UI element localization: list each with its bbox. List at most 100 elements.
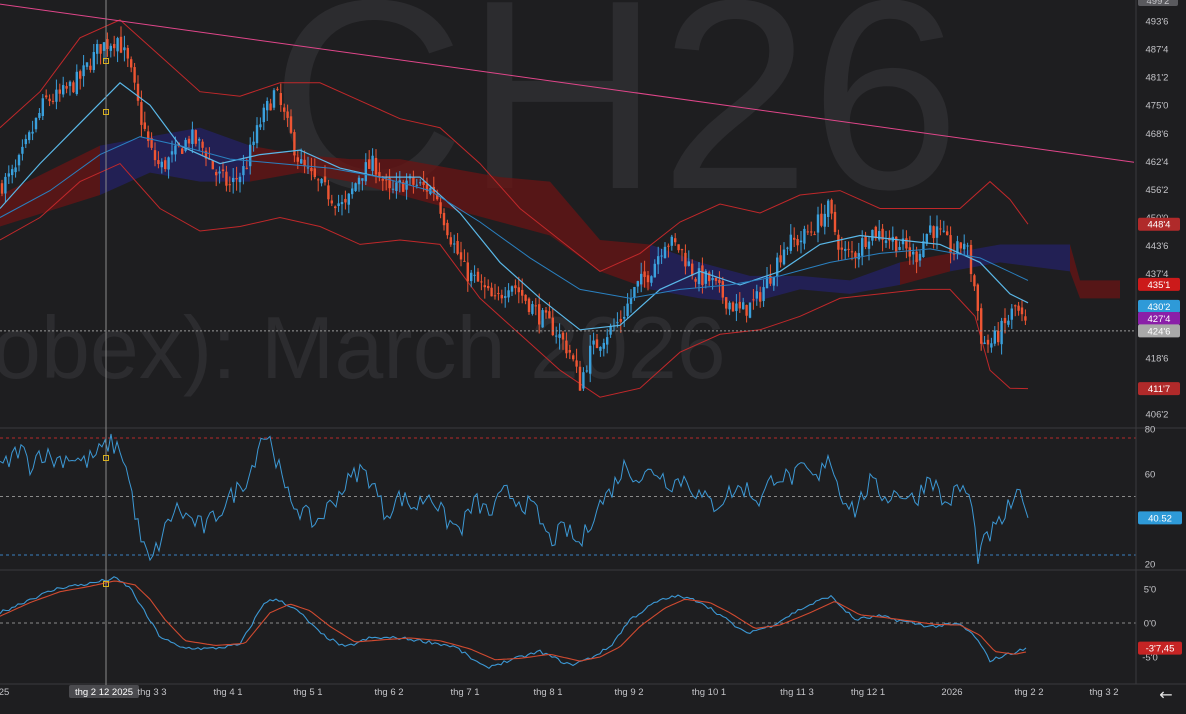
candle-body bbox=[803, 228, 806, 244]
candle-body bbox=[204, 150, 208, 159]
candle-body bbox=[748, 302, 752, 318]
candle-body bbox=[810, 231, 813, 233]
candle-body bbox=[568, 350, 571, 353]
rsi-panel[interactable] bbox=[0, 433, 1136, 564]
macd-panel[interactable] bbox=[0, 576, 1136, 669]
candle-body bbox=[102, 42, 106, 51]
candle-body bbox=[990, 343, 993, 348]
moving-average-slow bbox=[0, 136, 1029, 299]
candle-body bbox=[14, 167, 17, 173]
watermark-symbol: CH26 bbox=[270, 0, 960, 246]
cloud-segment bbox=[500, 177, 550, 236]
cloud-segment bbox=[1080, 280, 1120, 299]
candle-body bbox=[697, 268, 701, 285]
candle-body bbox=[405, 180, 408, 190]
candle-body bbox=[884, 240, 888, 243]
candle-body bbox=[453, 243, 456, 245]
candle-body bbox=[769, 275, 772, 284]
candle-body bbox=[847, 248, 850, 250]
candle-body bbox=[436, 194, 439, 200]
candle-body bbox=[388, 177, 391, 189]
candle-body bbox=[629, 298, 633, 304]
time-axis-tick-label: thg 11 3 bbox=[780, 687, 814, 698]
price-tag-label: 424'6 bbox=[1148, 326, 1171, 337]
candle-body bbox=[524, 294, 527, 301]
price-axis-tick-label: 475'0 bbox=[1146, 101, 1169, 112]
candle-body bbox=[266, 100, 269, 111]
candle-body bbox=[959, 242, 962, 249]
candle-body bbox=[113, 44, 116, 49]
candle-body bbox=[701, 265, 704, 286]
candle-body bbox=[895, 236, 898, 252]
candle-body bbox=[935, 226, 939, 238]
crosshair-time-tag bbox=[69, 685, 139, 698]
candle-body bbox=[527, 298, 531, 313]
candle-body bbox=[75, 71, 78, 95]
candle-body bbox=[731, 302, 735, 312]
candle-body bbox=[279, 93, 282, 105]
candle-body bbox=[147, 131, 150, 141]
candle-body bbox=[164, 160, 167, 170]
candle-body bbox=[276, 88, 279, 90]
trend-line[interactable] bbox=[0, 3, 1135, 163]
candle-body bbox=[249, 144, 252, 167]
price-axis-tick-label: 418'6 bbox=[1146, 353, 1169, 364]
candle-body bbox=[235, 177, 238, 180]
candle-body bbox=[1007, 320, 1010, 325]
candle-body bbox=[674, 238, 677, 243]
price-panel[interactable] bbox=[0, 3, 1136, 398]
candle-body bbox=[708, 272, 711, 282]
candle-body bbox=[34, 117, 38, 130]
candle-body bbox=[211, 160, 214, 170]
candle-body bbox=[1017, 305, 1020, 311]
candle-body bbox=[871, 229, 874, 241]
candle-body bbox=[589, 345, 592, 374]
cloud-segment bbox=[450, 168, 500, 222]
candle-body bbox=[242, 166, 245, 176]
candle-body bbox=[677, 244, 680, 251]
candle-body bbox=[439, 202, 442, 214]
candle-body bbox=[296, 157, 299, 162]
candle-body bbox=[755, 291, 758, 299]
time-axis-tick-label: thg 10 1 bbox=[692, 687, 726, 698]
cloud-segment bbox=[1070, 244, 1080, 299]
candle-body bbox=[51, 100, 55, 102]
candle-body bbox=[915, 251, 918, 263]
cloud-segment bbox=[1000, 244, 1070, 272]
top-price-tag-label: 499'2 bbox=[1147, 0, 1170, 7]
candle-body bbox=[742, 302, 745, 310]
candle-body bbox=[544, 310, 548, 313]
candle-body bbox=[521, 289, 524, 296]
candle-body bbox=[956, 241, 959, 254]
candle-body bbox=[541, 310, 544, 328]
candle-body bbox=[619, 318, 622, 322]
time-axis-tick-label: thg 3 3 bbox=[137, 687, 166, 698]
rsi-axis-tick-label: 20 bbox=[1145, 560, 1156, 571]
macd-value-tag bbox=[1138, 641, 1182, 655]
candle-body bbox=[395, 182, 398, 192]
price-tag-label: 448'4 bbox=[1148, 220, 1171, 231]
time-axis-tick-label: thg 2 2 bbox=[1014, 687, 1043, 698]
candle-body bbox=[157, 160, 160, 165]
candle-body bbox=[300, 159, 303, 164]
candle-body bbox=[636, 281, 639, 287]
candle-body bbox=[92, 52, 95, 70]
candle-body bbox=[548, 311, 551, 319]
candle-body bbox=[306, 167, 310, 169]
arrow-left-icon[interactable]: ← bbox=[1159, 685, 1173, 704]
candle-body bbox=[45, 95, 48, 98]
candle-body bbox=[252, 141, 255, 146]
candle-body bbox=[62, 85, 65, 95]
candle-body bbox=[449, 237, 452, 245]
candle-body bbox=[585, 370, 588, 372]
candle-body bbox=[738, 301, 741, 309]
crosshair-marker bbox=[103, 581, 109, 587]
candle-body bbox=[650, 276, 653, 283]
candle-body bbox=[980, 308, 983, 344]
candle-body bbox=[160, 161, 163, 168]
candle-body bbox=[119, 36, 123, 53]
candle-body bbox=[1010, 308, 1013, 320]
candle-body bbox=[374, 157, 378, 175]
candle-body bbox=[48, 98, 51, 102]
